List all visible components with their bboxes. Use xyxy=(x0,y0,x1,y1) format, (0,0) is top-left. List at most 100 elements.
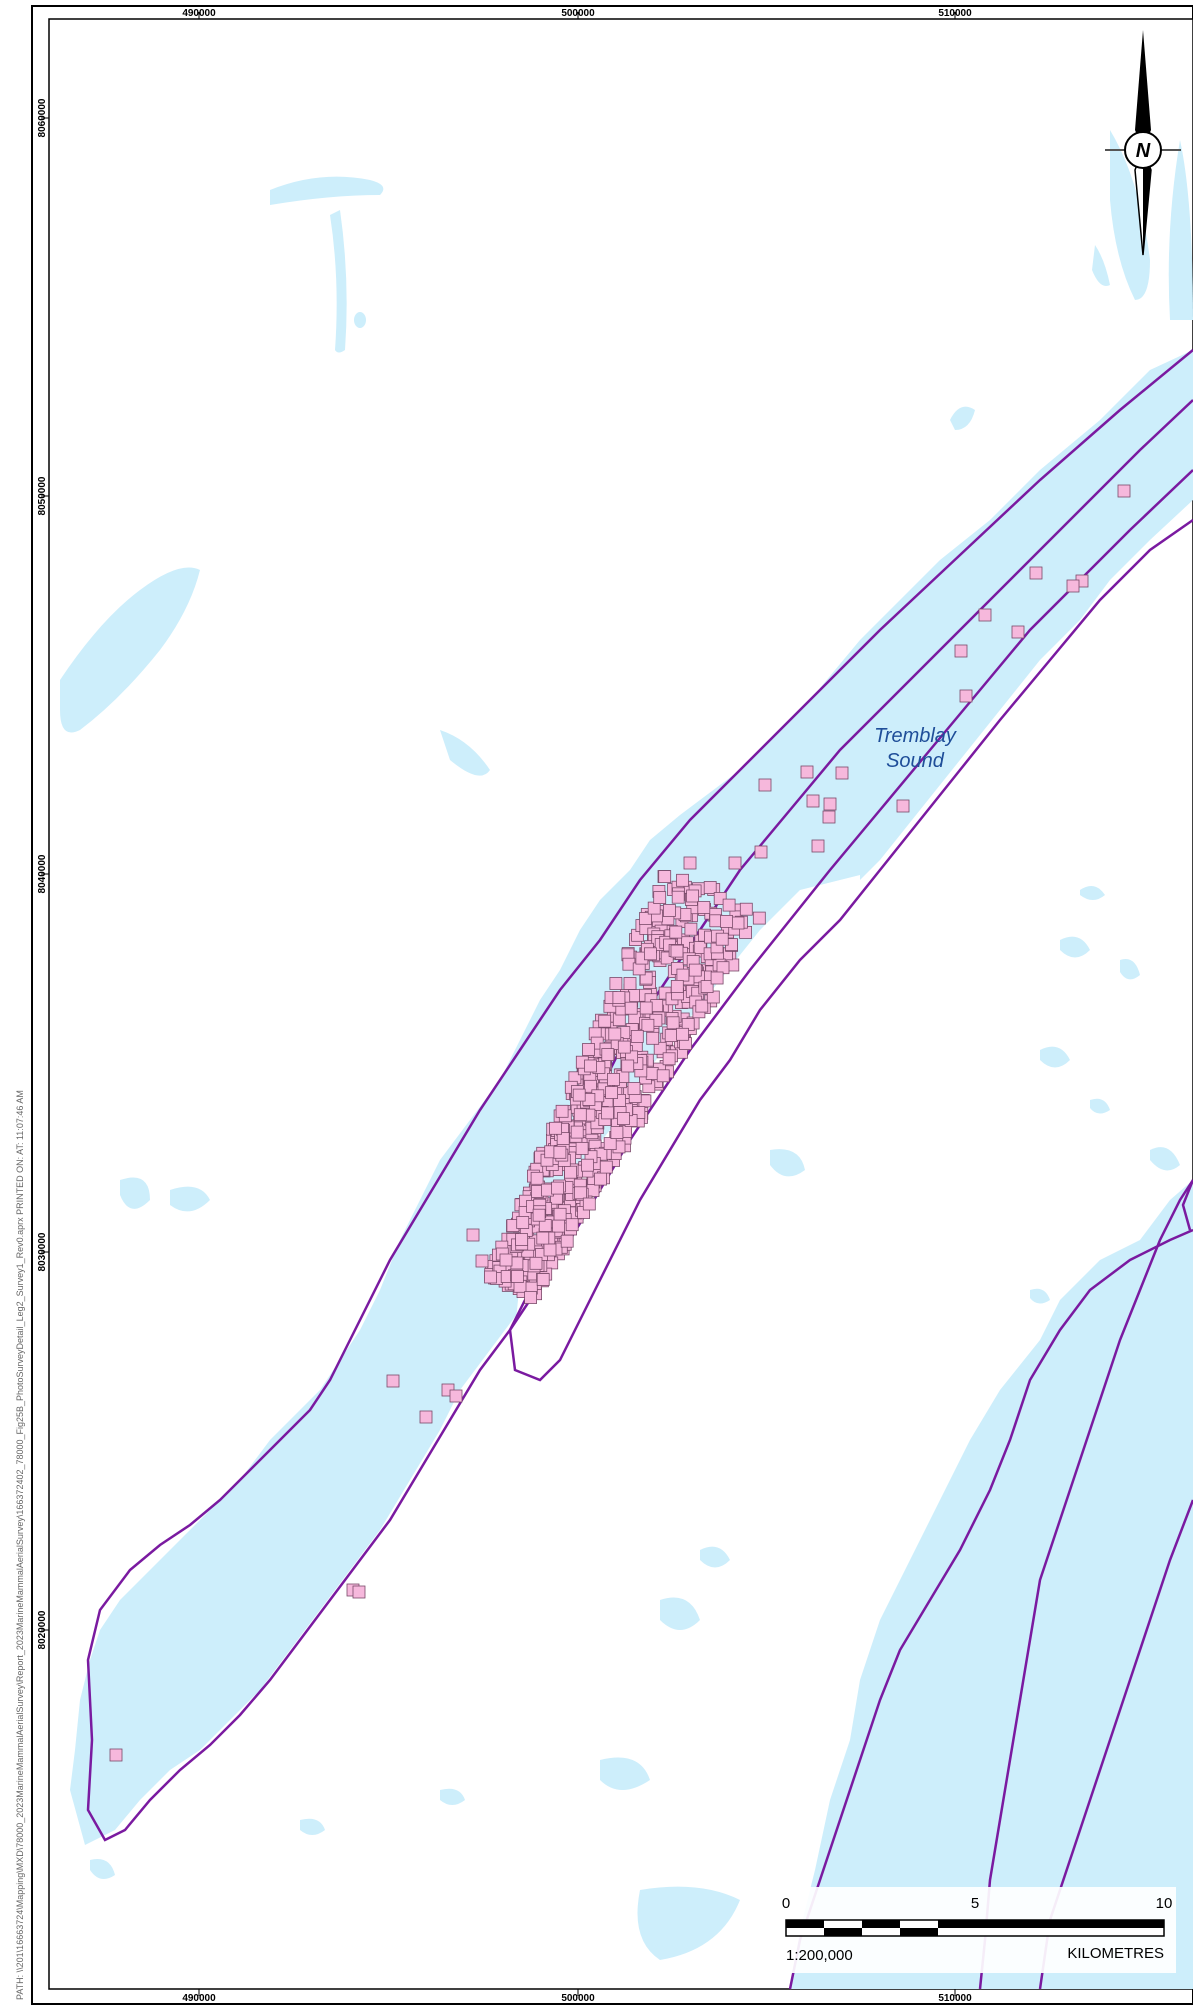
sighting-marker xyxy=(575,1142,589,1155)
north-arrow-label: N xyxy=(1136,140,1151,162)
sighting-marker xyxy=(715,932,729,946)
scale-label-5: 5 xyxy=(971,1895,979,1912)
file-path-note: PATH: \\201\16663724\Mapping\MXD\78000_2… xyxy=(15,1090,25,2000)
north-arrow-shape xyxy=(1135,30,1151,150)
sighting-marker xyxy=(959,689,973,703)
sighting-marker xyxy=(582,1043,595,1056)
sighting-marker xyxy=(564,1165,577,1179)
sighting-marker xyxy=(551,1181,564,1195)
sighting-marker xyxy=(811,839,825,853)
sighting-marker xyxy=(664,1029,678,1042)
southeast-water xyxy=(790,1180,1193,1989)
grid-x-bottom-490000: 490000 xyxy=(182,1993,216,2004)
sighting-marker xyxy=(543,1243,557,1257)
sighting-marker xyxy=(697,901,711,914)
sighting-marker xyxy=(644,947,657,961)
sighting-marker xyxy=(671,890,685,904)
sighting-marker xyxy=(623,977,637,990)
sighting-marker xyxy=(612,991,626,1004)
grid-x-bottom-500000: 500000 xyxy=(561,1993,595,2004)
lakes xyxy=(60,130,1193,1960)
sighting-marker xyxy=(627,1082,641,1095)
sighting-marker xyxy=(603,1137,617,1150)
sighting-marker xyxy=(617,1112,630,1125)
sighting-marker xyxy=(582,1197,596,1211)
scale-bar: 0 5 10 1:200,000 KILOMETRES xyxy=(773,1887,1176,1973)
sighting-marker xyxy=(510,1256,524,1270)
transect-southeast-4 xyxy=(1181,1179,1193,1231)
sighting-marker xyxy=(1066,579,1080,593)
sighting-marker xyxy=(754,845,768,859)
grid-y-8030000: 8030000 xyxy=(37,1232,48,1271)
sighting-marker xyxy=(515,1233,528,1246)
sighting-marker xyxy=(573,1108,587,1122)
sighting-marker xyxy=(109,1748,123,1762)
sighting-marker xyxy=(536,1231,550,1245)
sighting-marker xyxy=(586,1184,600,1197)
sighting-marker xyxy=(666,1016,680,1030)
sighting-marker xyxy=(722,898,736,912)
sightings-layer xyxy=(109,484,1131,1762)
sighting-marker xyxy=(552,1219,565,1233)
sighting-marker xyxy=(662,1052,676,1066)
sighting-marker xyxy=(646,1031,660,1045)
sighting-marker xyxy=(800,765,814,779)
sighting-marker xyxy=(670,944,684,958)
sighting-marker xyxy=(628,989,641,1002)
sighting-marker xyxy=(710,971,724,985)
sighting-marker xyxy=(553,1207,567,1221)
sighting-marker xyxy=(605,1086,618,1099)
sighting-marker xyxy=(549,1121,562,1135)
sighting-marker xyxy=(663,904,676,917)
scale-label-10: 10 xyxy=(1156,1895,1173,1912)
sighting-marker xyxy=(639,912,652,925)
sighting-marker xyxy=(612,1013,626,1027)
sighting-marker xyxy=(676,873,689,887)
sighting-marker xyxy=(584,1079,597,1093)
sighting-marker xyxy=(1029,566,1043,580)
sighting-marker xyxy=(581,1158,594,1172)
sighting-marker xyxy=(570,1125,584,1139)
sighting-marker xyxy=(466,1228,480,1242)
sighting-marker xyxy=(510,1270,524,1283)
scale-label-0: 0 xyxy=(782,1895,790,1912)
sighting-marker xyxy=(641,1018,655,1032)
transect-southeast-1 xyxy=(788,1228,1193,1990)
sighting-marker xyxy=(686,889,699,903)
place-label-sound: Sound xyxy=(886,750,945,772)
grid-y-8050000: 8050000 xyxy=(37,476,48,515)
grid-y-8020000: 8020000 xyxy=(37,1610,48,1649)
sighting-marker xyxy=(1011,625,1025,639)
sighting-marker xyxy=(653,891,667,904)
sighting-marker xyxy=(574,1186,587,1200)
sighting-marker xyxy=(688,963,702,977)
sighting-marker xyxy=(835,766,849,780)
sighting-marker xyxy=(731,916,745,930)
sighting-marker xyxy=(499,1253,513,1267)
transect-east xyxy=(508,399,1193,1382)
grid-x-top-510000: 510000 xyxy=(938,8,972,19)
sighting-marker xyxy=(978,608,992,622)
sighting-marker xyxy=(653,1041,667,1055)
sighting-marker xyxy=(1117,484,1131,498)
sighting-marker xyxy=(516,1216,530,1229)
sighting-marker xyxy=(599,1160,613,1174)
sighting-marker xyxy=(555,1104,569,1118)
sighting-marker xyxy=(720,915,733,928)
sighting-marker xyxy=(656,1069,670,1083)
sighting-marker xyxy=(822,810,836,824)
sighting-marker xyxy=(572,1088,586,1102)
sighting-marker xyxy=(758,778,772,792)
sighting-marker xyxy=(954,644,968,658)
grid-x-top-500000: 500000 xyxy=(561,8,595,19)
sighting-marker xyxy=(484,1270,497,1284)
sighting-marker xyxy=(352,1585,366,1599)
sighting-marker xyxy=(609,977,623,990)
sighting-marker xyxy=(475,1254,489,1268)
scale-ratio: 1:200,000 xyxy=(786,1947,853,1964)
sighting-marker xyxy=(683,856,697,870)
sighting-marker xyxy=(630,1030,644,1043)
sighting-marker xyxy=(658,870,672,883)
place-label-tremblay: Tremblay xyxy=(874,725,957,747)
